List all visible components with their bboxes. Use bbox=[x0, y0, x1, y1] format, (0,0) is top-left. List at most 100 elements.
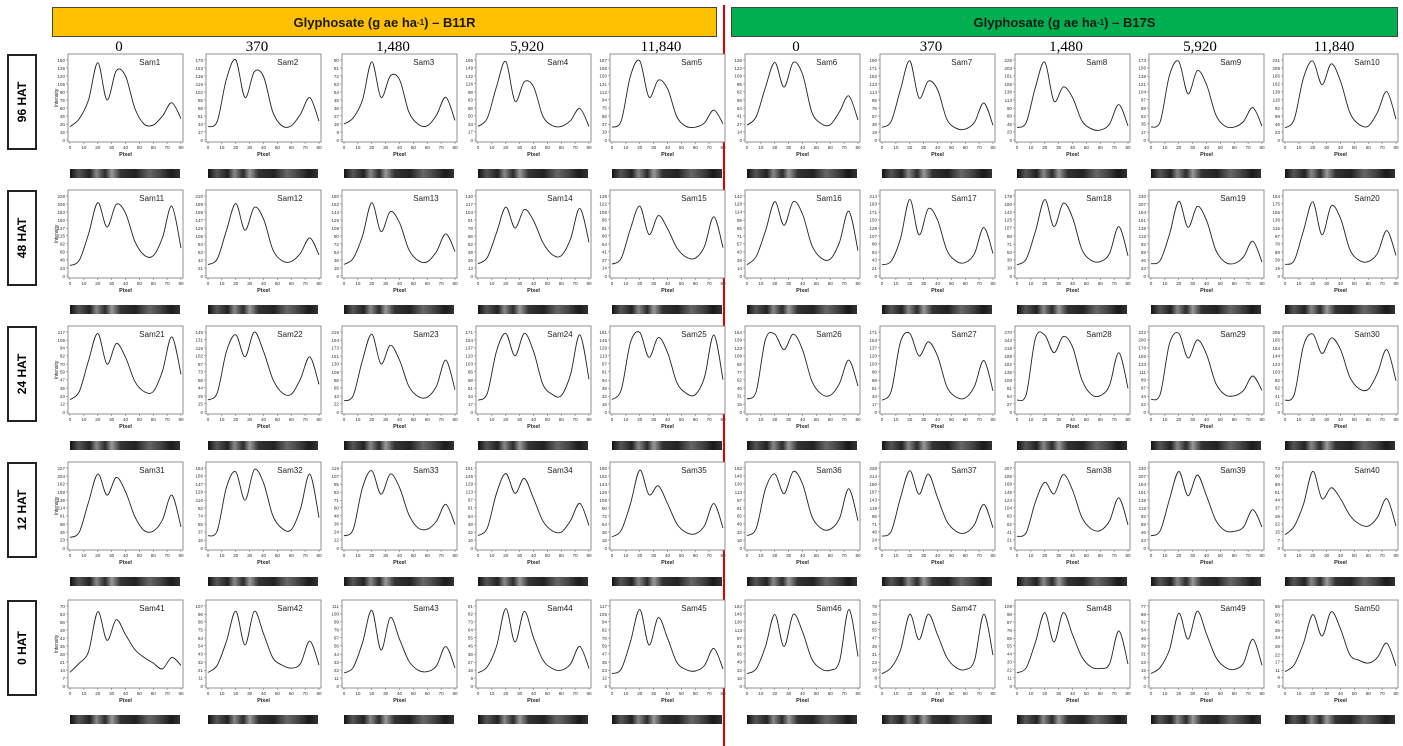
sample-label: Sam12 bbox=[277, 194, 303, 203]
chart-panel: 0 15 31 46 62 77 92 108 123 139 154 0 10 20 30 40 50 60 70… bbox=[729, 322, 863, 440]
x-tick-label: 30 bbox=[247, 691, 253, 696]
y-tick-label: 24 bbox=[334, 530, 340, 535]
x-tick-label: 40 bbox=[1338, 281, 1344, 286]
x-tick-label: 20 bbox=[907, 691, 913, 696]
sample-label: Sam14 bbox=[547, 194, 573, 203]
y-tick-label: 63 bbox=[60, 612, 66, 617]
y-tick-label: 6 bbox=[1277, 675, 1280, 680]
y-tick-label: 0 bbox=[336, 546, 339, 551]
y-tick-label: 68 bbox=[737, 98, 743, 103]
x-tick-label: 0 bbox=[69, 553, 72, 558]
x-tick-label: 10 bbox=[758, 145, 764, 150]
x-tick-label: 20 bbox=[95, 281, 101, 286]
y-tick-label: 28 bbox=[1275, 644, 1281, 649]
y-tick-label: 136 bbox=[1004, 90, 1012, 95]
x-tick-label: 0 bbox=[343, 281, 346, 286]
x-tick-label: 20 bbox=[369, 417, 375, 422]
x-tick-label: 0 bbox=[69, 417, 72, 422]
x-tick-label: 60 bbox=[559, 417, 565, 422]
x-tick-label: 60 bbox=[289, 281, 295, 286]
y-tick-label: 108 bbox=[734, 354, 742, 359]
intensity-line bbox=[69, 332, 182, 401]
x-tick-label: 60 bbox=[1232, 417, 1238, 422]
y-tick-label: 130 bbox=[734, 620, 742, 625]
x-tick-label: 20 bbox=[907, 417, 913, 422]
x-tick-label: 70 bbox=[439, 417, 445, 422]
plot-frame bbox=[475, 325, 592, 415]
x-tick-label: 10 bbox=[489, 417, 495, 422]
chart-panel: 0 21 41 62 82 103 123 144 164 185 205 0 10 20 30 40 50 60… bbox=[1267, 322, 1401, 440]
intensity-line bbox=[611, 331, 724, 400]
y-tick-label: 45 bbox=[60, 530, 66, 535]
x-tick-label: 80 bbox=[990, 281, 996, 286]
x-tick-label: 60 bbox=[963, 553, 969, 558]
x-tick-label: 20 bbox=[1176, 417, 1182, 422]
chart-svg: 0 18 36 54 72 90 108 126 144 162 180 0 10 20 30 40 50 60 7… bbox=[331, 189, 458, 294]
y-tick-label: 56 bbox=[602, 114, 608, 119]
x-axis-label: Pixel bbox=[796, 560, 809, 566]
x-axis-label: Pixel bbox=[931, 424, 944, 430]
x-axis-label: Pixel bbox=[119, 698, 132, 704]
y-tick-label: 103 bbox=[1272, 370, 1280, 375]
intensity-line bbox=[1150, 332, 1263, 401]
y-tick-label: 68 bbox=[60, 522, 66, 527]
x-tick-label: 20 bbox=[233, 691, 239, 696]
y-tick-label: 31 bbox=[872, 652, 878, 657]
y-tick-label: 180 bbox=[599, 466, 607, 471]
x-axis-label: Pixel bbox=[1200, 424, 1213, 430]
x-tick-label: 60 bbox=[963, 145, 969, 150]
x-axis-label: Pixel bbox=[1200, 152, 1213, 158]
y-tick-label: 12 bbox=[334, 538, 340, 543]
y-tick-label: 43 bbox=[334, 394, 340, 399]
y-tick-label: 17 bbox=[1275, 660, 1281, 665]
y-tick-label: 95 bbox=[872, 98, 878, 103]
y-tick-label: 62 bbox=[1275, 386, 1281, 391]
y-tick-label: 82 bbox=[737, 90, 743, 95]
x-axis-label: Pixel bbox=[931, 152, 944, 158]
x-tick-label: 40 bbox=[1204, 417, 1210, 422]
y-tick-label: 152 bbox=[869, 74, 877, 79]
x-tick-label: 0 bbox=[1150, 281, 1153, 286]
y-tick-label: 50 bbox=[1275, 612, 1281, 617]
y-tick-label: 111 bbox=[1139, 370, 1146, 375]
x-axis-label: Pixel bbox=[1200, 698, 1213, 704]
chart-svg: 0 16 32 48 64 81 97 113 129 145 161 0 10 20 30 40 50 60 70… bbox=[599, 325, 726, 430]
y-tick-label: 123 bbox=[1272, 362, 1280, 367]
y-tick-label: 13 bbox=[468, 266, 474, 271]
chart-svg: 0 8 16 23 31 39 47 55 62 70 78 0 10 20 30 40 50 60 70 80 Pix… bbox=[872, 599, 996, 704]
y-tick-label: 15 bbox=[1141, 668, 1147, 673]
y-tick-label: 123 bbox=[734, 346, 742, 351]
x-tick-label: 60 bbox=[1366, 553, 1372, 558]
x-tick-label: 60 bbox=[963, 417, 969, 422]
y-tick-label: 58 bbox=[1275, 482, 1281, 487]
row-label-48-hat: 48 HAT bbox=[7, 190, 37, 286]
y-tick-label: 0 bbox=[604, 274, 607, 279]
y-tick-label: 82 bbox=[60, 354, 66, 359]
y-tick-label: 62 bbox=[1007, 522, 1013, 527]
y-tick-label: 149 bbox=[465, 66, 473, 71]
x-tick-label: 60 bbox=[1232, 281, 1238, 286]
x-tick-label: 0 bbox=[611, 145, 614, 150]
chart-panel: 0 16 32 49 65 81 97 113 130 146 162 0 10 20 30 40 50 60 70… bbox=[729, 458, 863, 576]
y-tick-label: 18 bbox=[198, 538, 204, 543]
x-tick-label: 20 bbox=[772, 145, 778, 150]
x-tick-label: 30 bbox=[109, 281, 115, 286]
y-tick-label: 138 bbox=[1138, 498, 1146, 503]
y-tick-label: 0 bbox=[336, 684, 339, 689]
x-tick-label: 40 bbox=[665, 417, 671, 422]
x-tick-label: 0 bbox=[1016, 417, 1019, 422]
row-label-24-hat: 24 HAT bbox=[7, 326, 37, 422]
x-tick-label: 50 bbox=[1084, 417, 1090, 422]
y-tick-label: 22 bbox=[1007, 668, 1013, 673]
plot-frame bbox=[205, 599, 322, 689]
y-tick-label: 37 bbox=[602, 122, 608, 127]
x-tick-label: 60 bbox=[559, 281, 565, 286]
x-tick-label: 80 bbox=[720, 691, 726, 696]
gel-band-strip bbox=[882, 577, 992, 586]
x-tick-label: 10 bbox=[489, 145, 495, 150]
intensity-line bbox=[207, 203, 320, 266]
x-tick-label: 0 bbox=[1150, 145, 1153, 150]
sample-label: Sam32 bbox=[277, 466, 303, 475]
x-tick-label: 20 bbox=[233, 281, 239, 286]
intensity-line bbox=[1016, 199, 1129, 266]
